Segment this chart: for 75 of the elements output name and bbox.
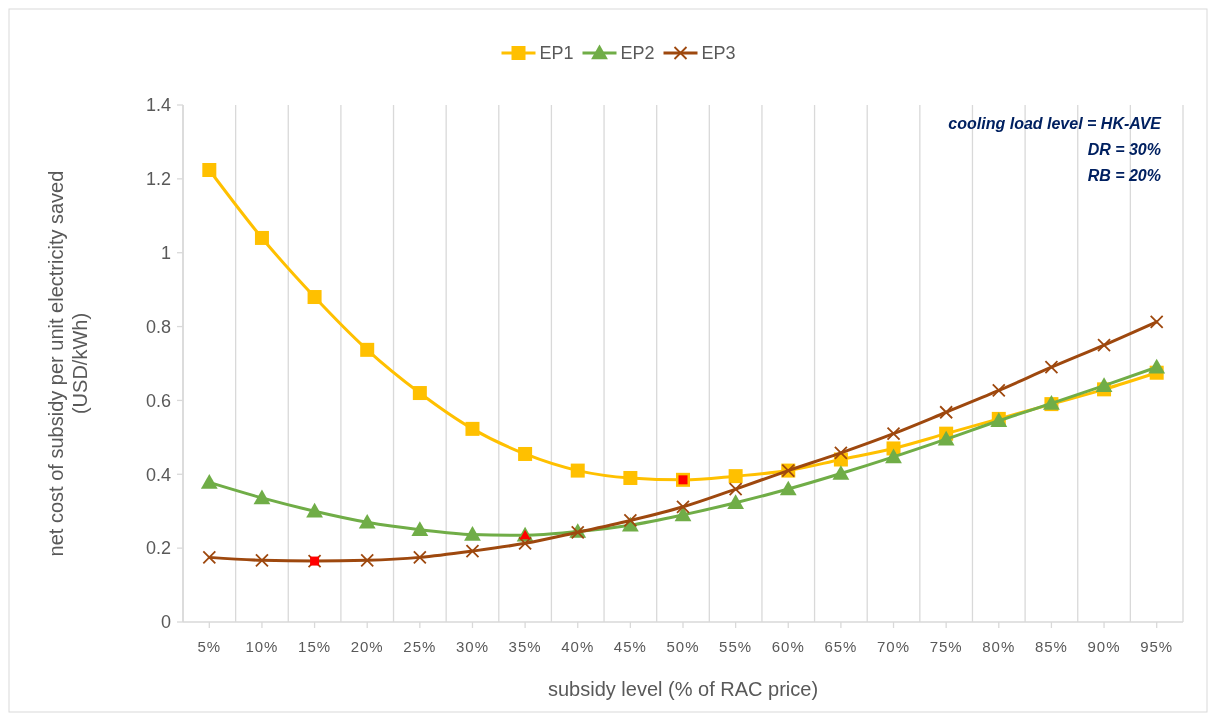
x-tick-label: 40%: [561, 638, 595, 655]
x-tick-label: 5%: [197, 638, 222, 655]
y-tick-label: 0.6: [145, 390, 171, 411]
point: [832, 465, 850, 480]
point: [358, 513, 376, 529]
point: [518, 536, 533, 551]
point: [833, 445, 848, 460]
x-tick-label: 80%: [982, 638, 1016, 655]
point: [306, 502, 323, 518]
x-tick-label: 55%: [719, 638, 753, 655]
annotation: RB = 20%: [1087, 167, 1161, 184]
x-tick-label: 15%: [298, 638, 332, 655]
y-tick-label: 1.2: [145, 169, 171, 190]
y-tick-label: 1: [160, 243, 171, 264]
point: [1095, 377, 1113, 392]
point: [727, 494, 745, 510]
point: [200, 474, 218, 489]
x-tick-label: 60%: [771, 638, 805, 655]
x-tick-label: 50%: [666, 638, 700, 655]
point: [1044, 360, 1059, 375]
point: [939, 405, 954, 420]
point: [412, 550, 427, 565]
x-tick-label: 90%: [1087, 638, 1121, 655]
point: [465, 421, 480, 436]
x-tick-label: 70%: [877, 638, 911, 655]
point: [570, 463, 585, 478]
annotation: DR = 30%: [1087, 141, 1161, 158]
point: [202, 162, 217, 177]
point: [465, 544, 480, 558]
x-tick-label: 25%: [403, 638, 437, 655]
y-tick-label: 1.4: [145, 95, 171, 116]
point: [254, 230, 269, 245]
x-tick-label: 30%: [455, 638, 489, 655]
y-tick-label: 0.8: [145, 316, 171, 337]
point: [623, 470, 638, 485]
point: [937, 430, 955, 446]
x-tick-label: 95%: [1140, 638, 1174, 655]
point: [360, 342, 375, 357]
x-tick-label: 75%: [929, 638, 963, 655]
legend-label: EP3: [701, 43, 736, 64]
point: [412, 386, 427, 401]
legend-label: EP2: [620, 43, 655, 64]
point: [728, 469, 743, 484]
point: [202, 550, 217, 565]
point: [991, 383, 1006, 398]
y-tick-label: 0: [160, 612, 171, 633]
x-tick-label: 45%: [613, 638, 647, 655]
x-tick-label: 35%: [508, 638, 542, 655]
point: [360, 553, 375, 568]
x-axis-title: subsidy level (% of RAC price): [547, 678, 819, 700]
legend-label: EP1: [539, 43, 574, 64]
point: [885, 448, 902, 464]
x-tick-label: 10%: [245, 638, 279, 655]
point: [728, 482, 743, 496]
point: [779, 480, 797, 496]
point: [674, 506, 692, 522]
point: [1149, 314, 1164, 329]
y-axis-title: net cost of subsidy per unit electricity saved (USD/kWh): [45, 170, 91, 557]
point: [307, 290, 322, 305]
point: [518, 446, 533, 461]
x-tick-label: 65%: [824, 638, 858, 655]
point: [1148, 358, 1166, 374]
point: [676, 499, 690, 514]
point: [1097, 338, 1111, 352]
point: [255, 553, 269, 568]
x-tick-label: 85%: [1034, 638, 1068, 655]
point: [253, 489, 271, 505]
y-tick-label: 0.4: [145, 464, 171, 485]
y-tick-label: 0.2: [145, 538, 171, 559]
point: [623, 513, 638, 528]
point: [411, 521, 429, 536]
point: [886, 426, 901, 441]
annotation: cooling load level = HK-AVE: [948, 115, 1163, 132]
x-tick-label: 20%: [350, 638, 384, 655]
point: [464, 526, 481, 541]
